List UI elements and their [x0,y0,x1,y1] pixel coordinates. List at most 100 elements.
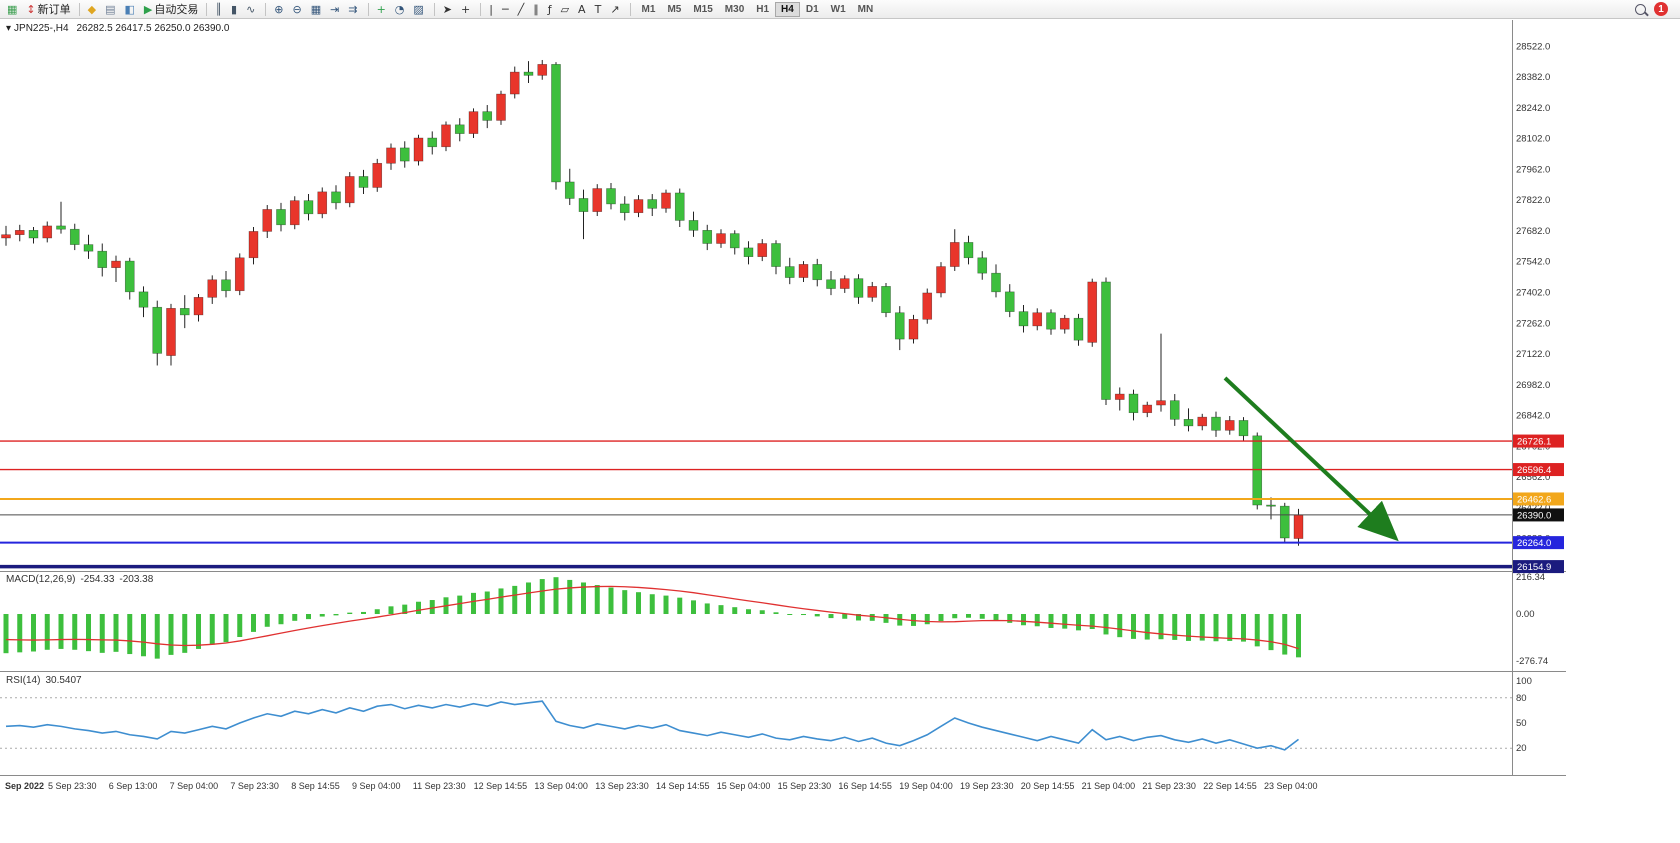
timeframe-m1[interactable]: M1 [641,3,656,15]
trend-arrow[interactable] [1223,376,1399,542]
toolbar-separator [433,2,435,16]
vertical-line-tool-button[interactable]: | [486,1,498,18]
macd-bar [636,592,641,614]
toolbar-separator [78,2,80,16]
time-label: 19 Sep 23:30 [960,781,1014,791]
candle-body [221,279,231,292]
candle-body [963,242,974,259]
macd-bar [1254,614,1260,647]
rsi-axis-label: 20 [1516,743,1527,754]
macd-signal-line [5,585,1299,650]
timeframe-m30[interactable]: M30 [724,3,745,15]
candle-body [289,200,300,226]
profiles-button[interactable]: ◆ [85,1,101,18]
candle-body [1004,291,1015,312]
auto-scroll-button[interactable]: ⇥ [327,1,344,18]
search-icon[interactable] [1635,3,1646,15]
timeframe-h1[interactable]: H1 [756,3,770,15]
macd-bar [1131,614,1136,639]
time-label: 14 Sep 14:55 [656,781,710,791]
price-label: 28242.0 [1516,103,1550,114]
horizontal-line-tool-button[interactable]: ─ [499,1,514,18]
timeframe-m5[interactable]: M5 [667,3,682,15]
time-label: 23 Sep 04:00 [1264,781,1318,791]
timeframe-d1[interactable]: D1 [805,3,819,15]
time-axis[interactable]: Sep 2022 5 Sep 23:30 6 Sep 13:00 7 Sep 04:0… [5,781,1318,791]
time-label: 16 Sep 14:55 [838,781,892,791]
chart-dropdown-icon[interactable]: ▾ [6,23,12,34]
templates-button[interactable]: ▨ [410,1,428,18]
fibonacci-tool-button[interactable]: ƒ [545,1,557,18]
price-badge-label: 26390.0 [1517,510,1551,521]
time-label: 13 Sep 04:00 [534,781,588,791]
price-label: 27262.0 [1516,318,1550,329]
periods-button[interactable]: ◔ [392,1,410,18]
macd-bar [1062,614,1068,629]
candle-body [42,225,53,239]
macd-bar [842,614,848,619]
indicators-icon: + [376,2,386,16]
market-watch-button[interactable]: ▤ [102,1,120,18]
timeframe-w1[interactable]: W1 [830,3,846,15]
macd-bar [58,614,64,649]
candle-body [303,200,314,215]
macd-panel [3,577,1301,659]
price-axis[interactable]: 28522.0 28382.0 28242.0 28102.0 27962.0 27822… [1513,41,1564,754]
macd-bar [732,607,738,614]
hlines-layer[interactable] [0,440,1512,569]
time-label: 20 Sep 14:55 [1021,781,1075,791]
auto-trading-button[interactable]: ▶ 自动交易 [141,1,201,18]
zoom-in-button[interactable]: ⊕ [271,1,288,18]
macd-bar [127,614,133,655]
text-tool-button[interactable]: A [575,1,591,18]
notification-badge[interactable]: 1 [1654,2,1668,16]
macd-bar [1158,614,1164,640]
candle-body [647,199,658,209]
candle-body [936,266,946,294]
price-label: 27962.0 [1516,164,1550,175]
macd-bar [44,614,50,650]
candle-body [1156,400,1166,406]
indicators-button[interactable]: + [374,1,391,18]
timeframe-h4[interactable]: H4 [775,1,800,17]
zoom-out-button[interactable]: ⊖ [290,1,307,18]
shapes-tool-icon: ▱ [560,2,570,16]
candle-body [1101,281,1111,400]
bar-chart-type-button[interactable]: ║ [212,1,227,18]
channel-tool-button[interactable]: ∥ [530,1,544,18]
macd-bar [1076,614,1081,631]
crosshair-tool-button[interactable]: + [458,1,475,18]
macd-bar [264,614,270,627]
candle-body [1114,393,1125,400]
new-chart-button[interactable]: ▦ [4,1,22,18]
shapes-tool-button[interactable]: ▱ [558,1,574,18]
candle-body [798,264,809,278]
timeframe-m15[interactable]: M15 [693,3,713,15]
navigator-button[interactable]: ◧ [122,1,140,18]
candlestick-type-button[interactable]: ▮ [228,1,242,18]
text-label-tool-button[interactable]: T [592,1,607,18]
chart-shift-button[interactable]: ⇉ [345,1,362,18]
toolbar-separator [206,2,208,16]
line-chart-type-button[interactable]: ∿ [243,1,260,18]
arrow-objects-tool-button[interactable]: ↗ [607,1,624,18]
candle-body [1,234,11,239]
trendline-tool-button[interactable]: ╱ [515,1,530,18]
candle-body [234,257,245,292]
macd-bar [801,614,806,616]
macd-bar [649,594,655,614]
new-order-button[interactable]: ↕ 新订单 [23,1,73,18]
timeframe-mn[interactable]: MN [857,3,874,15]
bar-chart-type-icon: ║ [215,2,222,16]
tile-windows-button[interactable]: ▦ [308,1,326,18]
cursor-tool-button[interactable]: ➤ [440,1,457,18]
candle-body [28,230,39,239]
macd-bar [1227,614,1233,641]
price-badge [1513,434,1564,448]
time-label: 9 Sep 04:00 [352,781,401,791]
macd-bar [333,614,339,616]
candle-body [881,286,891,314]
candle-body [908,319,919,340]
timeframe-group: M1 M5 M15 M30 H1 H4 D1 W1 MN [636,1,880,17]
